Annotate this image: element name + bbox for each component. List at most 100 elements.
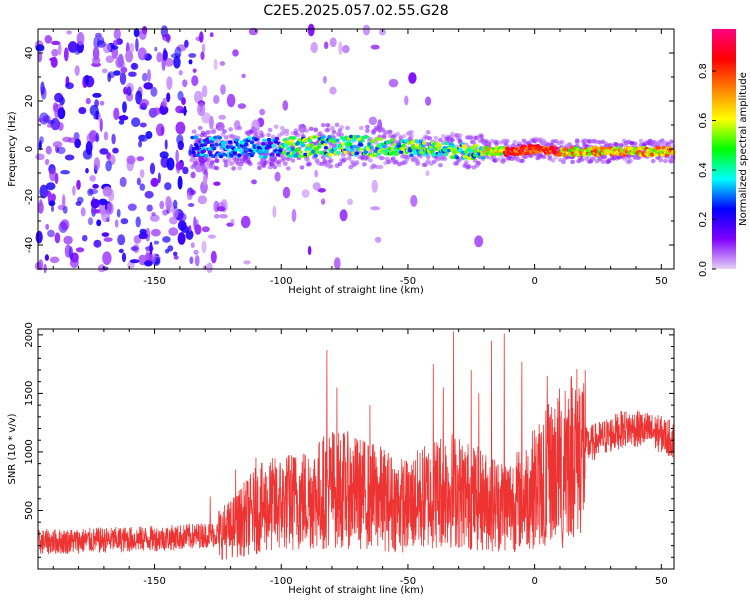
spectrogram-cell [320, 155, 326, 160]
spectrogram-cell [67, 137, 77, 144]
spectrogram-cell [191, 150, 196, 155]
spectrogram-cell [411, 144, 416, 149]
spectrogram-cell [168, 227, 179, 236]
spectrogram-cell [175, 149, 179, 163]
spectrogram-cell [144, 190, 154, 199]
spectrogram-cell [217, 136, 223, 140]
spectrogram-cell [438, 137, 443, 143]
spectrogram-cell [166, 76, 173, 90]
spectrogram-cell [322, 143, 327, 147]
spectrogram-cell [142, 72, 148, 82]
spectrogram-cell [91, 209, 101, 214]
spectrogram-cell [330, 126, 335, 131]
spectrogram-cell [504, 138, 510, 144]
spectrogram-cell [409, 153, 414, 157]
spectrogram-cell [119, 176, 127, 188]
spectrogram-cell [191, 147, 196, 151]
spectrogram-cell [308, 126, 314, 131]
spectrogram-cell [270, 152, 275, 156]
spectrogram-cell [128, 71, 137, 77]
spectrogram-cell [139, 122, 147, 128]
spectrogram-cell [98, 198, 108, 206]
spectrogram-cell [98, 113, 102, 123]
spectrogram-cell [392, 142, 397, 147]
spectrogram-cell [187, 203, 195, 207]
spectrogram-cell [188, 149, 192, 157]
spectrogram-cell [340, 142, 346, 146]
spectrogram-cell [457, 133, 463, 138]
spectrogram-cell [194, 138, 200, 143]
spectrogram-cell [213, 135, 218, 140]
spectrogram-cell [334, 257, 341, 270]
spectrogram-cell [101, 68, 108, 74]
spectrogram-cell [201, 112, 211, 124]
spectrogram-cell [65, 82, 74, 90]
spectrogram-cell [632, 141, 638, 146]
x-tick-label: -50 [400, 576, 416, 587]
spectrogram-cell [237, 153, 242, 158]
spectrogram-cell [214, 214, 220, 219]
spectrogram-cell [661, 146, 666, 150]
y-tick-label: 1000 [24, 439, 35, 464]
spectrogram-cell [289, 139, 294, 143]
colorbar-label: Normalized spectral amplitude [738, 72, 749, 226]
x-tick-label: 50 [655, 576, 668, 587]
spectrogram-cell [101, 232, 110, 238]
spectrogram-cell [157, 172, 161, 184]
spectrogram-cell [252, 127, 258, 132]
spectrogram-cell [368, 158, 373, 163]
spectrogram-cell [113, 70, 121, 76]
spectrogram-cell [139, 169, 145, 179]
y-tick-label: -40 [24, 237, 35, 253]
spectrogram-cell [270, 134, 276, 140]
spectrogram-cell [206, 140, 211, 144]
spectrogram-cell [91, 62, 101, 68]
spectrogram-cell [50, 56, 58, 68]
spectrogram-cell [378, 164, 384, 170]
spectrogram-cell [466, 164, 472, 169]
spectrogram-cell [44, 35, 53, 44]
spectrogram-cell [491, 154, 496, 160]
spectrogram-cell [656, 146, 662, 150]
y-tick-label: 40 [24, 47, 35, 60]
spectrogram-cell [476, 160, 481, 166]
spectrogram-cell [99, 100, 105, 106]
spectrogram-cell [257, 161, 262, 166]
spectrogram-cell [401, 143, 406, 148]
spectrogram-cell [127, 203, 137, 211]
spectrogram-cell [429, 149, 435, 154]
spectrogram-cell [437, 143, 443, 147]
spectrogram-cell [37, 51, 43, 63]
chart-title: C2E5.2025.057.02.55.G28 [263, 3, 448, 19]
spectrogram-cell [313, 128, 319, 133]
spectrogram-cell [51, 48, 59, 57]
spectrogram-cell [188, 53, 197, 58]
x-tick-label: -150 [143, 576, 166, 587]
spectrogram-cell [281, 151, 286, 155]
spectrogram-cell [210, 154, 216, 158]
spectrogram-cell [266, 132, 271, 138]
spectrogram-cell [102, 251, 112, 265]
spectrogram-cell [298, 150, 304, 154]
spectrogram-cell [446, 148, 452, 153]
spectrogram-cell [164, 139, 168, 150]
spectrogram-cell [403, 139, 408, 143]
snr-x-label: Height of straight line (km) [288, 585, 424, 596]
spectrogram-cell [136, 177, 141, 186]
spectrogram-cell [427, 136, 433, 141]
spectrogram-cell [35, 230, 43, 244]
spectrogram-cell [120, 218, 129, 225]
spectrogram-cell [245, 148, 250, 152]
x-tick-label: -100 [270, 576, 293, 587]
spectrogram-cell [237, 125, 243, 131]
spectrogram-cell [162, 34, 171, 42]
spectrogram-cell [143, 82, 153, 90]
spectrogram-cell [169, 216, 178, 225]
spectrogram-cell [82, 149, 93, 160]
spectrogram-cell [341, 45, 350, 54]
spectrogram-cell [285, 166, 291, 171]
spectrogram-cell [481, 155, 486, 160]
spectrogram-cell [214, 166, 220, 171]
spectrogram-cell [37, 201, 44, 214]
spectrogram-cell [177, 232, 186, 245]
